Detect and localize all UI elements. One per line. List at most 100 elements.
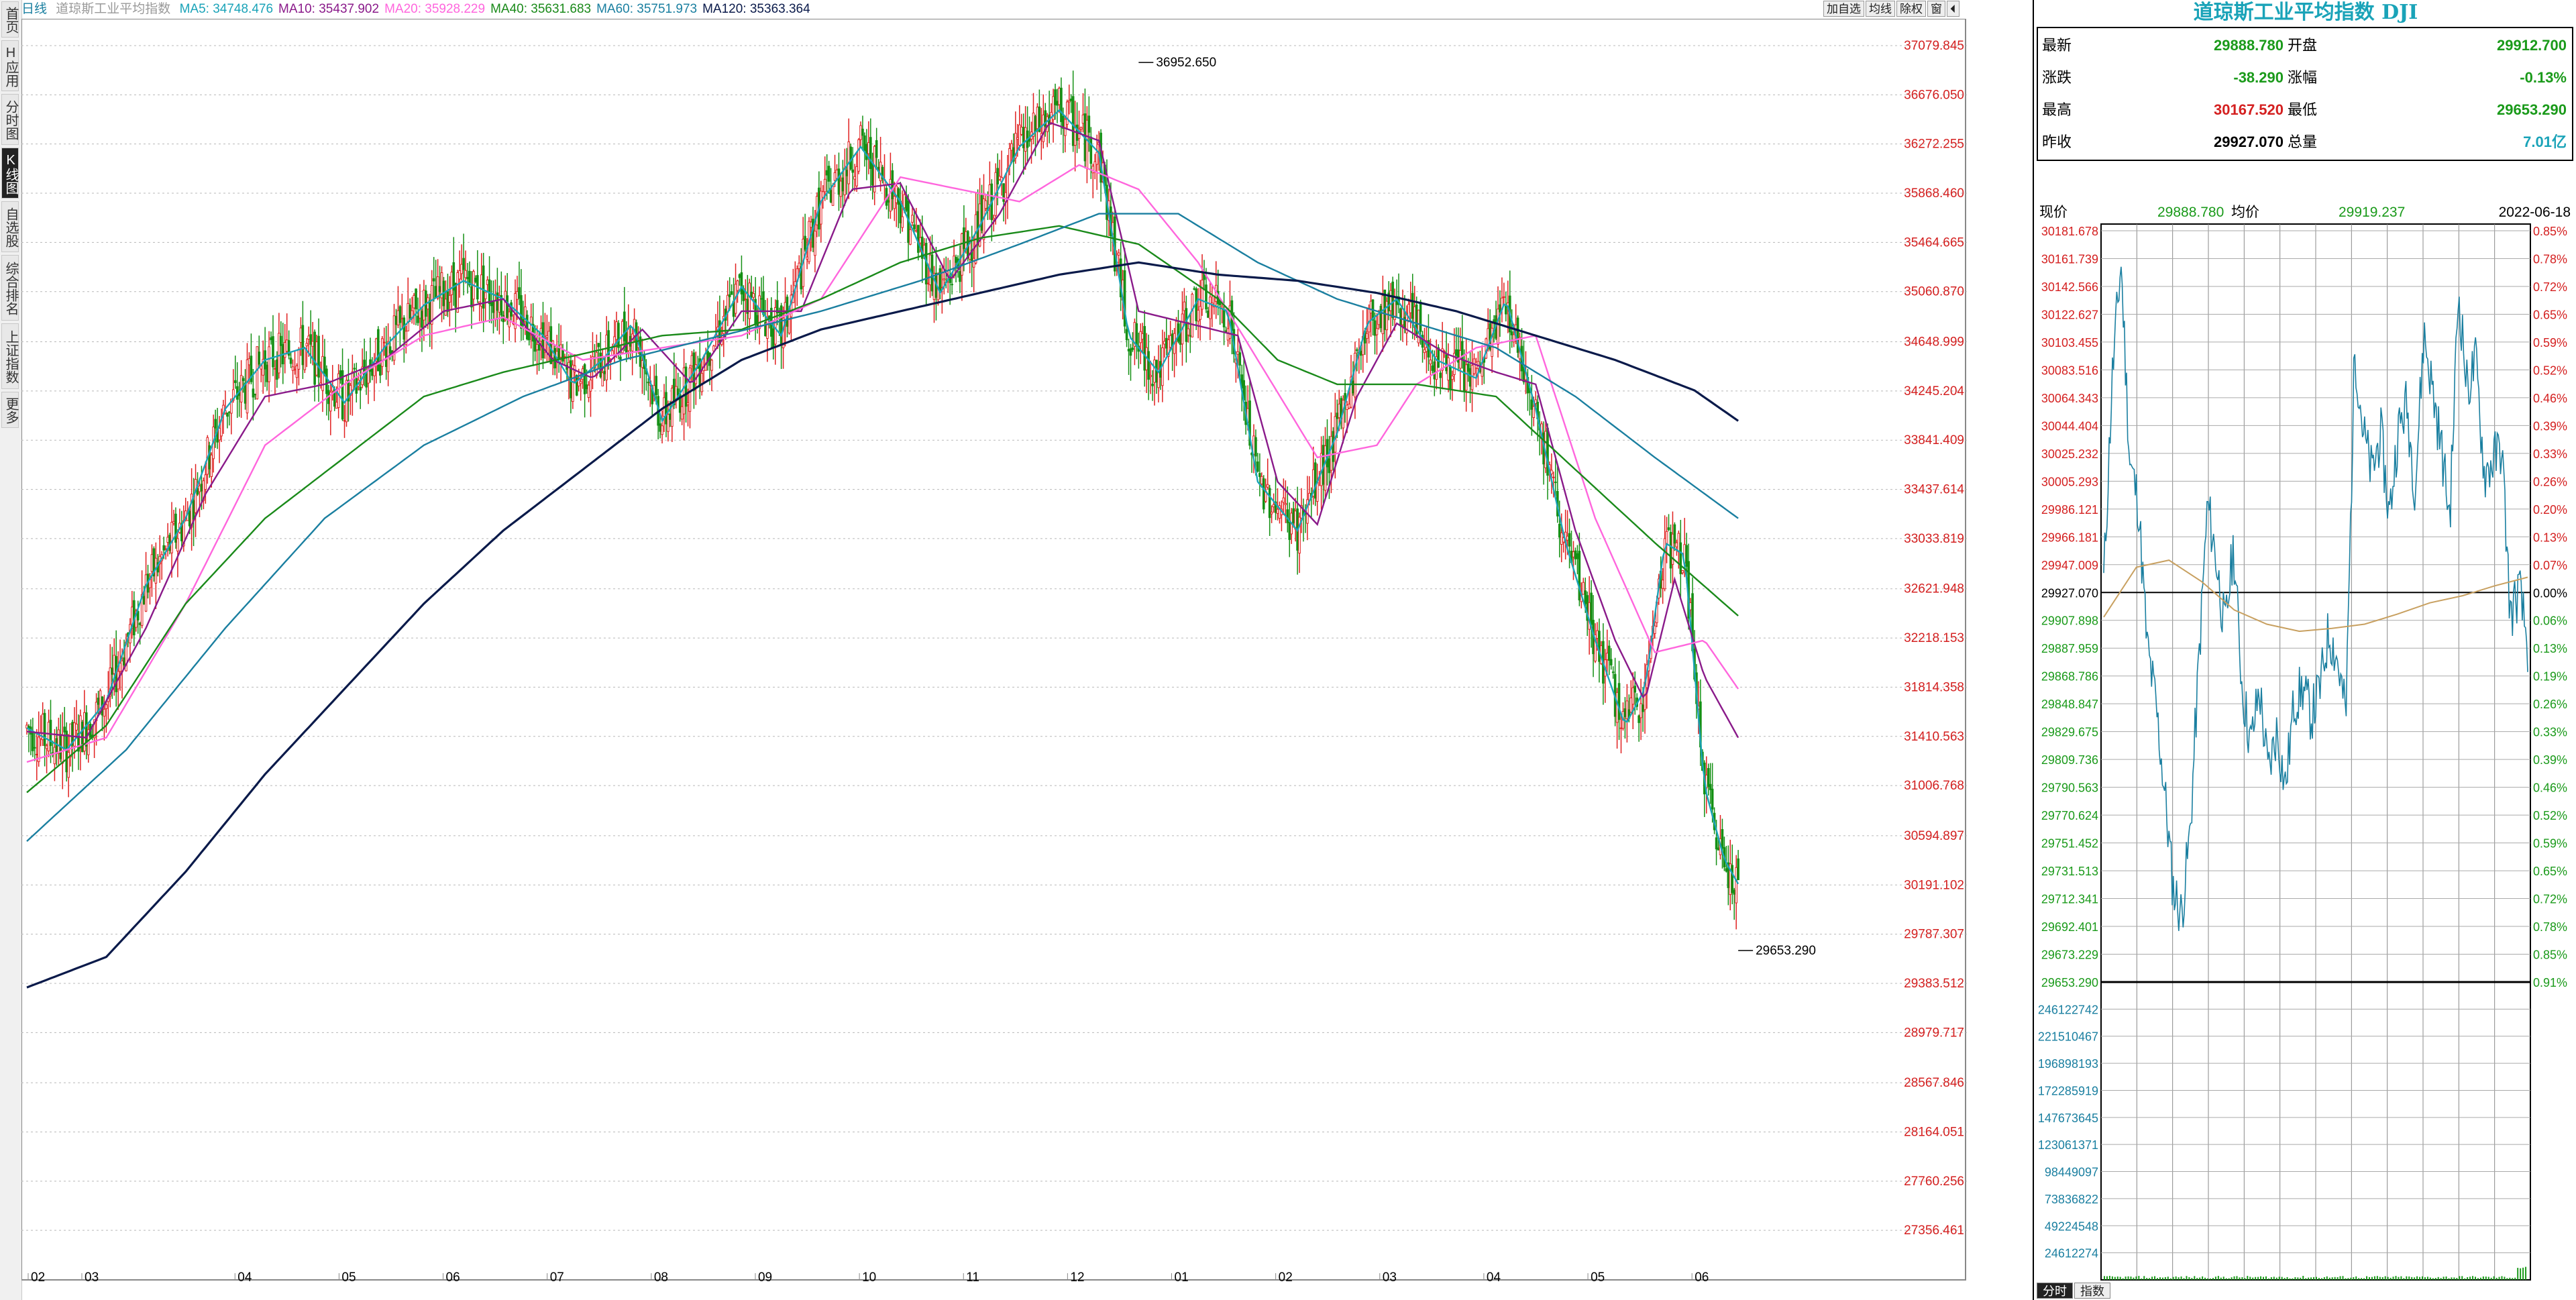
candle-body xyxy=(1451,376,1454,380)
candle-body xyxy=(535,343,539,350)
volume-bar xyxy=(2263,1277,2264,1280)
volume-tick: 123061371 xyxy=(2038,1138,2098,1152)
left-tab-1[interactable]: H应用 xyxy=(1,40,19,91)
intraday-header: 现价 29888.780 均价 29919.237 2022-06-18 xyxy=(2037,201,2573,224)
candle-body xyxy=(1167,339,1170,357)
low-marker-label: 29653.290 xyxy=(1756,944,1816,958)
intraday-chart[interactable]: 30181.678 0.85% 30161.739 0.78% 30142.566 0.7… xyxy=(2034,221,2576,1288)
intraday-price-tick: 29829.675 xyxy=(2041,726,2098,739)
candle-body xyxy=(575,375,578,396)
period-label[interactable]: 日线 xyxy=(21,2,48,16)
intraday-pct-tick: 0.13% xyxy=(2533,531,2567,544)
candle-body xyxy=(641,360,644,368)
intraday-pct-tick: 0.26% xyxy=(2533,698,2567,711)
candle-body xyxy=(1260,476,1263,484)
intraday-pct-tick: 0.00% xyxy=(2533,586,2567,600)
candle-body xyxy=(700,373,704,392)
volume-bar xyxy=(2294,1277,2296,1280)
toolbar-button-4[interactable]: ⏴ xyxy=(1947,1,1960,17)
intraday-pct-tick: 0.59% xyxy=(2533,336,2567,349)
bottom-tab-0[interactable]: 分时 xyxy=(2037,1283,2073,1299)
candle-body xyxy=(1089,136,1093,164)
candle-body xyxy=(1344,392,1346,400)
toolbar-button-3[interactable]: 窗 xyxy=(1927,1,1945,17)
toolbar-button-0[interactable]: 加自选 xyxy=(1823,1,1864,17)
volume-bar xyxy=(2217,1276,2219,1280)
quote-l1: 最高 xyxy=(2042,101,2072,118)
volume-bar xyxy=(2426,1277,2428,1280)
candle-body xyxy=(109,667,112,697)
left-tab-7[interactable]: 更多 xyxy=(1,392,19,428)
candle-body xyxy=(851,169,854,173)
left-tab-2[interactable]: 分时图 xyxy=(1,94,19,145)
candle-body xyxy=(1201,280,1203,310)
candle-body xyxy=(518,287,521,299)
candle-body xyxy=(32,730,34,751)
candle-body xyxy=(335,402,338,409)
toolbar-button-1[interactable]: 均线 xyxy=(1866,1,1895,17)
candle-body xyxy=(144,574,148,612)
volume-bar xyxy=(2363,1278,2365,1280)
volume-tick: 49224548 xyxy=(2045,1220,2098,1233)
volume-bar xyxy=(2339,1276,2341,1280)
candle-body xyxy=(444,299,447,316)
candle-body xyxy=(1552,476,1555,478)
candle-body xyxy=(959,271,961,282)
left-tab-6[interactable]: 上证指数 xyxy=(1,323,19,389)
volume-bar xyxy=(2313,1277,2315,1280)
candle-body xyxy=(1566,535,1569,541)
candle-body xyxy=(911,215,914,223)
candle-body xyxy=(252,388,255,398)
candle-body xyxy=(613,336,616,345)
candle-body xyxy=(1433,361,1436,380)
candle-body xyxy=(918,237,922,243)
candle-body xyxy=(1554,482,1557,484)
intraday-chart-canvas[interactable]: 30181.678 0.85% 30161.739 0.78% 30142.566 0.7… xyxy=(2034,221,2576,1288)
kline-chart-canvas[interactable]: 37079.845 36676.050 36272.255 35868.460 3546… xyxy=(21,19,1970,1284)
candle-body xyxy=(1153,360,1156,383)
candle-body xyxy=(617,323,620,348)
volume-bar xyxy=(2127,1276,2129,1280)
left-tab-0[interactable]: 首页 xyxy=(1,1,19,38)
candle-body xyxy=(1258,473,1261,478)
volume-bar xyxy=(2422,1276,2423,1280)
volume-bar xyxy=(2133,1277,2135,1280)
candle-body xyxy=(1681,570,1684,574)
candle-body xyxy=(323,356,326,374)
volume-bar xyxy=(2477,1278,2479,1280)
left-tab-4[interactable]: 自选股 xyxy=(1,201,19,252)
candle-body xyxy=(972,258,975,268)
candle-body xyxy=(1199,306,1201,320)
intraday-pct-tick: 0.19% xyxy=(2533,670,2567,684)
candle-body xyxy=(303,348,307,370)
candle-body xyxy=(992,218,996,221)
candle-body xyxy=(599,352,602,378)
candle-body xyxy=(1268,488,1271,519)
candle-body xyxy=(1425,347,1428,352)
candle-body xyxy=(537,344,541,351)
volume-bar xyxy=(2214,1277,2216,1280)
candle-body xyxy=(1399,308,1402,326)
toolbar-button-2[interactable]: 除权 xyxy=(1896,1,1926,17)
volume-bar xyxy=(2525,1266,2527,1280)
y-tick-label: 29787.307 xyxy=(1904,928,1964,942)
candle-body xyxy=(1468,368,1472,387)
candle-body xyxy=(984,200,987,209)
candle-body xyxy=(53,747,56,765)
candle-body xyxy=(804,235,806,250)
quote-v2: -0.13% xyxy=(2520,69,2567,86)
left-tab-3[interactable]: K线图 xyxy=(1,148,19,199)
kline-chart[interactable]: 37079.845 36676.050 36272.255 35868.460 3546… xyxy=(21,19,1970,1284)
candle-body xyxy=(922,244,926,255)
candle-body xyxy=(915,229,918,232)
avg-price-label: 均价 xyxy=(2231,205,2259,220)
volume-bar xyxy=(2485,1277,2487,1280)
candle-body xyxy=(63,726,66,733)
volume-bar xyxy=(2424,1277,2426,1280)
left-tab-5[interactable]: 综合排名 xyxy=(1,255,19,321)
bottom-tab-1[interactable]: 指数 xyxy=(2074,1283,2110,1299)
candle-body xyxy=(398,306,402,323)
candle-body xyxy=(825,170,828,176)
volume-bar xyxy=(2143,1276,2145,1280)
